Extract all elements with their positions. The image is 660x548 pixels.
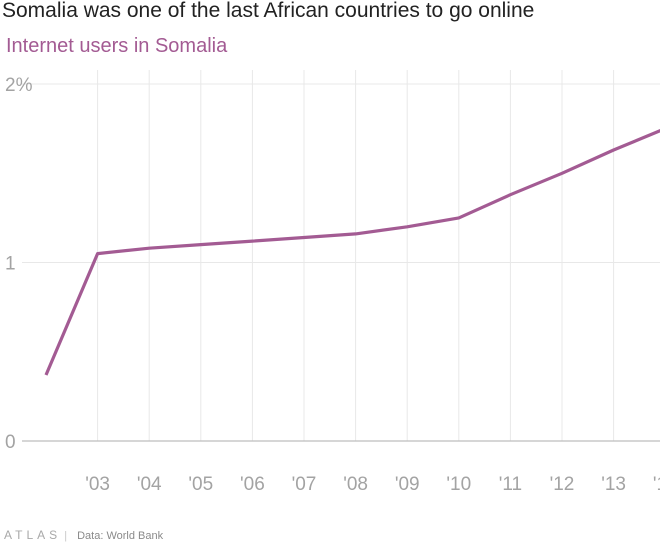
data-point (561, 172, 564, 175)
x-tick-label: '14 (653, 474, 660, 495)
x-tick-label: '09 (395, 474, 420, 495)
chart-subtitle: Internet users in Somalia (6, 35, 228, 57)
data-point (199, 243, 202, 246)
x-tick-label: '04 (137, 474, 162, 495)
y-tick-label: 1 (5, 254, 16, 275)
y-tick-label: 0 (5, 432, 16, 453)
x-tick-label: '08 (343, 474, 368, 495)
x-tick-label: '13 (601, 474, 626, 495)
data-point (354, 232, 357, 235)
data-point (148, 247, 151, 250)
source-note: Data: World Bank (77, 530, 164, 542)
data-point (509, 193, 512, 196)
x-tick-label: '05 (188, 474, 213, 495)
x-tick-label: '10 (446, 474, 471, 495)
x-tick-label: '06 (240, 474, 265, 495)
chart-title: Somalia was one of the last African coun… (2, 0, 535, 22)
data-point (251, 240, 254, 243)
brand-logo: ATLAS (4, 528, 62, 542)
y-tick-label: 2% (5, 75, 33, 96)
footer: ATLAS | Data: World Bank (4, 528, 163, 542)
x-tick-label: '11 (499, 474, 522, 495)
data-point (303, 236, 306, 239)
data-point (406, 225, 409, 228)
x-tick-label: '12 (550, 474, 575, 495)
data-point (457, 216, 460, 219)
footer-separator: | (64, 530, 68, 542)
x-tick-label: '07 (292, 474, 317, 495)
x-tick-label: '03 (85, 474, 110, 495)
data-point (45, 373, 48, 376)
data-point (612, 149, 615, 152)
series-line (44, 129, 660, 376)
data-point (96, 252, 99, 255)
